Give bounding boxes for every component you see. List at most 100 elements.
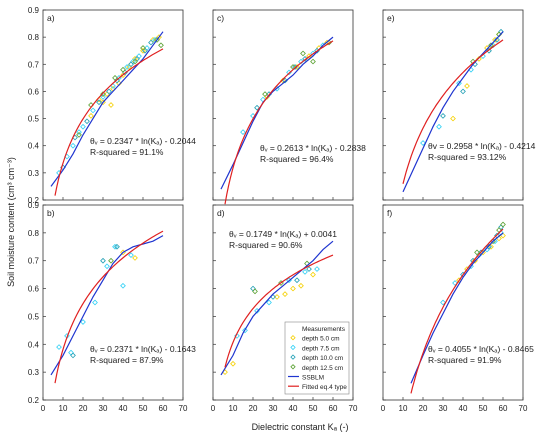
y-tick-label: 0.3	[28, 368, 40, 377]
y-tick-label: 0.5	[28, 312, 40, 321]
x-tick-label: 0	[381, 404, 386, 413]
point-d75	[112, 243, 118, 250]
x-axis-label: Dielectric constant Kₐ (-)	[252, 422, 349, 432]
point-d5	[100, 99, 106, 106]
fitted-curve	[54, 230, 164, 384]
panel-d: 0 10 20 30 40 50 60 70 d) θᵥ = 0.1749 * ln(Kₐ) + …	[211, 204, 358, 413]
point-d125	[300, 50, 306, 57]
fitted-curve	[224, 254, 334, 368]
x-tick-label: 70	[349, 404, 358, 413]
x-tick-label: 20	[249, 404, 258, 413]
equation-label: θᵥ = 0.2347 * ln(Kₐ) - 0.2044	[90, 136, 196, 146]
panel-b: 0 10 20 30 40 50 60 70 0.2 0.3 0.4 0.5 0.6 0.7 0.8 0.9 b…	[28, 201, 196, 413]
point-d125	[252, 288, 258, 295]
y-tick-label: 0.2	[28, 196, 40, 205]
point-d10	[148, 39, 154, 46]
point-d75	[234, 333, 240, 339]
panel-label: e)	[387, 13, 395, 23]
point-d125	[100, 91, 106, 98]
legend-label: depth 10.0 cm	[302, 355, 343, 362]
rsquared-label: R-squared = 93.12%	[428, 152, 507, 162]
x-tick-label: 30	[439, 404, 448, 413]
y-tick-label: 0.7	[28, 257, 40, 266]
legend-label: SSBLM	[302, 375, 324, 382]
point-d75	[56, 344, 62, 350]
panel-frame	[382, 204, 524, 401]
panel-label: d)	[217, 208, 225, 218]
point-d10	[106, 88, 112, 95]
point-d75	[92, 299, 98, 306]
panel-a: 0.2 0.3 0.4 0.5 0.6 0.7 0.8 0.9 a) θᵥ = 0.2347 * …	[28, 6, 196, 205]
legend: Measurements depth 5.0 cm depth 7.5 cm dept…	[284, 321, 350, 395]
point-d75	[452, 280, 458, 286]
point-d10	[96, 99, 102, 106]
y-tick-label: 0.2	[28, 396, 40, 405]
point-d75	[80, 123, 86, 130]
y-axis-label: Soil moisture content (cm³ cm⁻³)	[6, 157, 16, 287]
legend-label: depth 5.0 cm	[302, 336, 340, 343]
point-d5	[450, 115, 456, 122]
legend-marker	[290, 364, 296, 370]
fitted-curve	[402, 39, 504, 184]
point-d5	[282, 291, 288, 298]
point-d75	[104, 263, 110, 270]
point-d125	[132, 58, 138, 65]
point-d75	[240, 129, 246, 136]
y-tick-label: 0.3	[28, 169, 40, 178]
point-d75	[70, 142, 76, 149]
point-d75	[420, 140, 426, 146]
y-tick-label: 0.6	[28, 87, 40, 96]
x-tick-label: 50	[309, 404, 318, 413]
point-d75	[136, 53, 142, 60]
point-d5	[132, 255, 138, 261]
equation-label: θv = 0.2958 * ln(Kₐ) - 0.4214	[428, 141, 536, 151]
point-d75	[302, 268, 308, 275]
point-d5	[290, 285, 296, 292]
point-d10	[128, 61, 134, 68]
y-tick-label: 0.8	[28, 229, 40, 238]
point-d75	[80, 319, 86, 325]
panel-frame	[212, 204, 354, 401]
x-tick-label: 40	[289, 404, 298, 413]
point-d5	[464, 83, 470, 89]
point-d75	[456, 80, 462, 87]
point-d75	[436, 123, 442, 130]
panel-frame	[42, 204, 184, 401]
point-d125	[112, 74, 118, 81]
point-d5	[274, 294, 280, 300]
x-tick-label: 30	[269, 404, 278, 413]
x-tick-label: 30	[99, 404, 108, 413]
rsquared-label: R-squared = 90.6%	[229, 240, 303, 250]
x-tick-label: 50	[479, 404, 488, 413]
point-d125	[474, 249, 480, 256]
point-d5	[230, 360, 236, 367]
point-d10	[100, 257, 106, 264]
panel-label: f)	[387, 208, 392, 218]
point-d10	[250, 285, 256, 292]
x-tick-label: 10	[399, 404, 408, 413]
legend-label: Measurements	[302, 326, 346, 333]
panel-label: a)	[47, 13, 55, 23]
rsquared-label: R-squared = 91.9%	[428, 355, 502, 365]
point-d75	[68, 349, 74, 356]
legend-marker	[290, 344, 296, 351]
panel-frame	[42, 9, 184, 201]
y-tick-label: 0.8	[28, 33, 40, 42]
ssblm-line	[402, 31, 504, 193]
equation-label: θᵥ = 0.1749 * ln(Kₐ) + 0.0041	[229, 229, 337, 239]
y-tick-label: 0.9	[28, 6, 40, 15]
x-tick-label: 70	[179, 404, 188, 413]
point-d10	[460, 88, 466, 95]
equation-label: θᵥ = 0.2371 * ln(Kₐ) - 0.1643	[90, 344, 196, 354]
point-d75	[298, 58, 304, 65]
panel-frame	[382, 9, 524, 201]
point-d5	[88, 112, 94, 119]
x-tick-label: 0	[211, 404, 216, 413]
point-d125	[120, 66, 126, 73]
panels: 0.2 0.3 0.4 0.5 0.6 0.7 0.8 0.9 a) θᵥ = 0.2347 * …	[28, 6, 536, 413]
point-d125	[262, 91, 268, 98]
ssblm-line	[50, 31, 164, 187]
x-tick-label: 10	[229, 404, 238, 413]
legend-box	[284, 321, 350, 395]
